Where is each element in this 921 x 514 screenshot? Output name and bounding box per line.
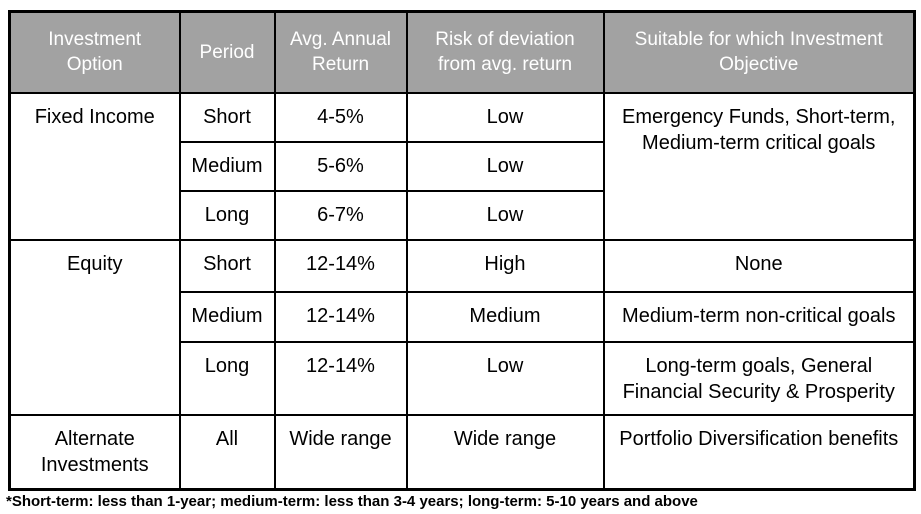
cell-return: 5-6%: [273, 140, 408, 192]
cell-risk: Wide range: [405, 413, 605, 491]
cell-return: 12-14%: [273, 290, 408, 343]
cell-risk: Medium: [405, 290, 605, 343]
header-period: Period: [178, 10, 276, 94]
cell-objective: Long-term goals, General Financial Secur…: [602, 340, 916, 416]
cell-period: Long: [178, 340, 276, 416]
investment-table-container: Investment Option Period Avg. Annual Ret…: [8, 10, 916, 491]
table-row-fixed-income-short: Fixed Income Short 4-5% Low Emergency Fu…: [8, 91, 916, 241]
table-row-fixed-income-medium: Medium 5-6% Low: [10, 140, 915, 192]
cell-objective-fixed-income: Emergency Funds, Short-term, Medium-term…: [602, 91, 916, 241]
investment-options-table: Investment Option Period Avg. Annual Ret…: [8, 10, 916, 491]
table-row-equity-medium: Medium 12-14% Medium Medium-term non-cri…: [10, 290, 916, 343]
cell-option-equity: Equity: [8, 238, 181, 416]
cell-option-alternate-investments: Alternate Investments: [8, 413, 181, 491]
cell-objective: None: [602, 238, 916, 293]
cell-period: Long: [178, 189, 276, 241]
table-row-equity-long: Long 12-14% Low Long-term goals, General…: [10, 340, 916, 416]
footnote: *Short-term: less than 1-year; medium-te…: [6, 493, 698, 510]
cell-return: 12-14%: [273, 238, 408, 293]
header-risk-of-deviation: Risk of deviation from avg. return: [405, 10, 605, 94]
cell-return: Wide range: [273, 413, 408, 491]
cell-risk: Low: [405, 189, 605, 241]
cell-period: Medium: [178, 290, 276, 343]
cell-risk: Low: [405, 340, 605, 416]
cell-option-fixed-income: Fixed Income: [8, 91, 181, 241]
cell-period: All: [178, 413, 276, 491]
table-row-equity-short: Equity Short 12-14% High None: [8, 238, 916, 416]
cell-return: 6-7%: [273, 189, 408, 241]
cell-period: Medium: [178, 140, 276, 192]
header-investment-option: Investment Option: [8, 10, 181, 94]
cell-return: 4-5%: [273, 91, 408, 143]
cell-objective: Portfolio Diversification benefits: [602, 413, 916, 491]
cell-period: Short: [178, 91, 276, 143]
table-row-fixed-income-long: Long 6-7% Low: [10, 189, 915, 241]
header-suitable-objective: Suitable for which Investment Objective: [602, 10, 916, 94]
cell-return: 12-14%: [273, 340, 408, 416]
cell-risk: Low: [405, 91, 605, 143]
cell-objective: Medium-term non-critical goals: [602, 290, 916, 343]
cell-risk: High: [405, 238, 605, 293]
cell-period: Short: [178, 238, 276, 293]
header-row: Investment Option Period Avg. Annual Ret…: [8, 10, 916, 94]
header-avg-annual-return: Avg. Annual Return: [273, 10, 408, 94]
table-row-alternate-investments: Alternate Investments All Wide range Wid…: [8, 413, 916, 491]
cell-risk: Low: [405, 140, 605, 192]
